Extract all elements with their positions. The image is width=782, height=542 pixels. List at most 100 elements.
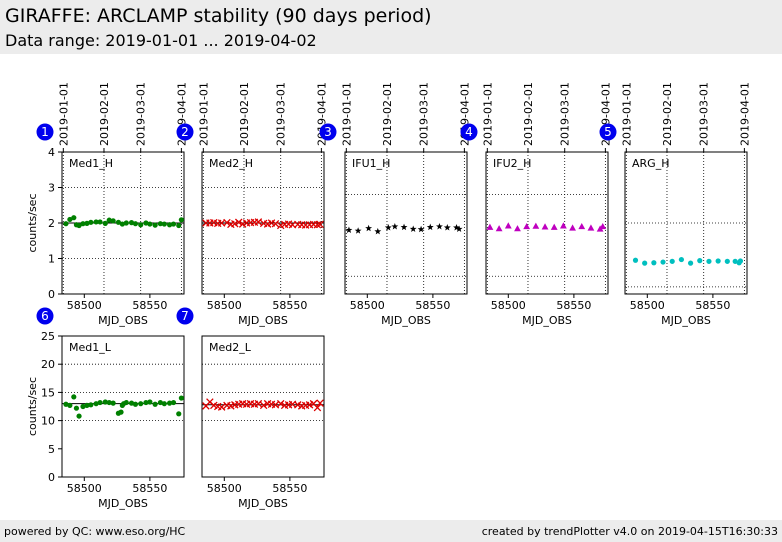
data-point-4 [669,258,675,264]
page-title: GIRAFFE: ARCLAMP stability (90 days peri… [5,5,432,27]
y-tick-label-0: 0 [48,471,55,484]
panel-number-badge [176,307,194,325]
data-point-12 [110,400,116,406]
data-point-4 [76,222,82,229]
data-point-8 [93,401,99,407]
data-point-18 [138,222,144,228]
data-point-2 [365,224,373,232]
data-point-8 [93,219,99,225]
y-tick-label-3: 15 [41,386,55,399]
data-point-10 [578,222,586,230]
date-tick-label-1: 2019-02-01 [381,82,394,146]
data-point-19 [132,401,139,407]
data-point-3 [374,227,382,235]
data-point-1 [354,227,362,234]
data-point-11 [443,224,451,231]
panel-IFU2_H: 58500 58550 MJD_OBS 2019-01-01 2019-02-01 201… [460,82,612,327]
data-point-29 [178,395,184,401]
data-point-25 [170,221,177,227]
x-axis-label: MJD_OBS [381,314,431,327]
data-point-11 [587,224,595,231]
header-bar: GIRAFFE: ARCLAMP stability (90 days peri… [0,0,782,54]
plot-frame [624,151,748,295]
y-axis-label: counts/sec [26,193,39,252]
data-point-9 [569,224,576,231]
date-tick-label-3: 2019-04-01 [738,82,751,146]
data-point-5 [532,222,540,229]
data-point-24 [157,399,163,406]
data-point-18 [276,399,285,408]
y-tick-label-4: 20 [41,358,55,371]
data-point-9 [97,219,103,225]
data-series [345,222,463,235]
data-point-14 [119,221,125,227]
data-point-20 [138,401,144,407]
data-point-17 [271,219,280,228]
data-point-5 [391,222,399,230]
panel-label: Med1_H [69,157,113,170]
panel-Med1_L: 58500 58550 MJD_OBS 0 5 10 15 20 25 counts/sec Med… [26,307,185,510]
data-point-3 [514,225,521,232]
panel-number-badge [176,123,194,141]
data-point-4 [384,224,392,231]
date-tick-label-2: 2019-03-01 [275,82,288,146]
data-point-4 [523,222,531,230]
date-tick-label-0: 2019-01-01 [197,82,210,146]
footer-credit: powered by QC: www.eso.org/HC [4,525,186,538]
data-point-2 [504,222,512,229]
data-point-27 [178,217,184,223]
date-tick-label-1: 2019-02-01 [238,82,251,146]
x-tick-label-1: 58550 [556,299,591,312]
data-point-8 [559,222,567,229]
panel-Med1_H: 58500 58550 MJD_OBS 0 1 2 3 4 counts/sec 2019-01-… [26,82,188,327]
x-tick-label-1: 58550 [272,482,307,495]
data-series [63,215,184,229]
data-point-14 [118,409,124,415]
panel-number: 7 [181,309,189,323]
data-point-9 [715,258,721,264]
x-tick-label-0: 58500 [350,299,385,312]
panel-label: Med2_H [209,157,253,170]
date-tick-label-1: 2019-02-01 [522,82,535,146]
data-point-18 [128,400,135,406]
data-point-17 [123,399,129,406]
data-point-16 [128,220,135,226]
x-axis-label: MJD_OBS [238,314,288,327]
date-tick-label-0: 2019-01-01 [57,82,70,146]
panel-label: ARG_H [632,157,669,170]
footer-generator: created by trendPlotter v4.0 on 2019-04-… [481,525,778,538]
panel-Med2_L: 58500 58550 MJD_OBS Med2_L 7 [176,307,325,510]
panel-number-badge [599,123,617,141]
data-point-21 [152,222,158,228]
data-point-6 [84,402,90,408]
x-tick-label-1: 58550 [132,482,167,495]
data-point-9 [97,399,103,406]
plot-frame [201,151,325,295]
x-axis-label: MJD_OBS [661,314,711,327]
data-series [202,398,324,412]
data-series [486,222,607,232]
data-point-13 [455,225,463,232]
data-point-11 [106,217,112,223]
data-point-14 [259,401,268,410]
panel-number-badge [319,123,337,141]
x-axis-label: MJD_OBS [522,314,572,327]
panel-label: Med1_L [69,341,112,354]
panel-number-badge [36,123,54,141]
data-point-0 [345,226,353,234]
data-point-23 [161,221,167,227]
data-point-6 [687,260,694,266]
data-point-7 [550,223,558,230]
data-point-10 [102,399,108,405]
data-series [632,256,744,266]
data-point-1 [67,402,73,408]
x-tick-label-0: 58500 [491,299,526,312]
page-subtitle: Data range: 2019-01-01 ... 2019-04-02 [5,31,317,50]
panel-number: 2 [181,125,189,139]
data-point-15 [123,220,129,226]
data-point-26 [166,400,173,406]
data-point-22 [157,221,163,227]
data-point-0 [63,401,69,407]
data-point-6 [400,223,408,231]
data-point-20 [147,221,153,227]
